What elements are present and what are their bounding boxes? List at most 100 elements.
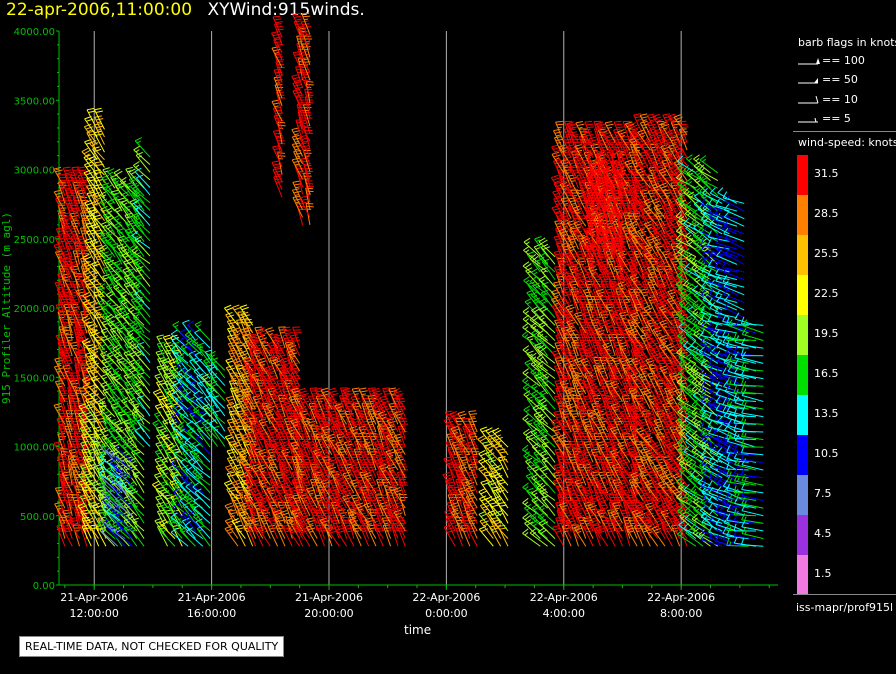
barb-shaft [76,191,88,212]
barb-full [200,412,208,418]
barb-shaft [171,435,183,456]
barb-full [255,392,264,396]
barb-half [103,185,108,189]
barb-half [100,523,105,527]
barb-full [169,479,177,483]
barb-half [236,333,241,336]
barb-full [60,321,69,323]
barb-shaft [112,409,130,425]
barb-full [101,441,109,446]
barb-shaft [211,397,226,417]
barb-full [86,206,94,210]
barb-half [135,317,140,321]
barb-shaft [186,340,204,357]
barb-half [137,277,142,281]
barb-full [177,383,185,389]
barb-half [87,129,92,133]
barb-shaft [155,352,169,372]
barb-half [105,447,110,452]
barb-shaft [131,504,145,524]
barb-full [89,433,97,436]
barb-full [132,311,140,315]
barb-full [113,168,121,174]
barb-full [64,265,72,268]
barb-shaft [70,464,81,486]
barb-shaft [130,375,145,395]
barb-shaft [75,336,88,357]
barb-shaft [86,208,98,229]
barb-full [179,412,187,417]
barb-shaft [70,205,81,227]
barb-shaft [80,212,88,235]
barb-half [290,348,295,351]
barb-full [128,175,136,181]
barb-full [83,154,91,158]
barb-full [152,480,160,486]
barb-shaft [81,518,92,539]
barb-full [114,320,122,325]
barb-shaft [196,383,211,402]
barb-full [63,184,72,187]
barb-full [105,184,113,190]
barb-full [186,527,193,532]
barb-shaft [84,414,100,433]
barb-shaft [201,377,218,394]
barb-shaft [57,205,66,227]
barb-full [105,313,113,319]
barb-full [353,458,361,461]
barb-full [82,292,90,297]
barb-half [102,489,107,493]
barb-shaft [195,476,211,494]
barb-half [116,513,121,517]
barb-half [294,163,300,166]
barb-full [64,354,72,358]
barb-shaft [87,503,100,524]
barb-full [64,260,72,263]
barb-half [117,270,122,273]
barb-shaft [120,408,138,425]
barb-full [133,145,141,151]
barb-shaft [101,477,119,494]
barb-full [115,527,123,533]
barb-full [293,160,301,163]
barb-half [114,409,119,413]
barb-half [294,133,299,136]
barb-shaft [229,494,239,516]
barb-full [84,256,92,261]
barb-full [76,488,84,491]
barb-full [128,267,136,273]
barb-half [115,339,120,343]
barb-full [276,28,284,31]
barb-half [103,178,108,181]
barb-shaft [62,183,73,204]
barb-full [290,334,298,337]
barb-shaft [57,311,66,334]
barb-full [166,442,174,448]
barb-shaft [70,304,81,326]
barb-half [261,363,266,366]
barb-shaft [68,450,80,471]
barb-shaft [55,335,66,356]
barb-full [60,447,68,450]
barb-shaft [105,294,123,311]
barb-shaft [132,416,151,432]
barb-half [274,52,279,54]
barb-half [97,342,102,344]
barb-full [291,74,299,77]
barb-shaft [92,194,105,214]
barb-full [123,373,131,377]
barb-half [309,424,314,427]
barb-shaft [58,410,66,433]
barb-full [120,435,128,441]
barb-shaft [115,447,133,463]
barb-shaft [120,294,138,311]
barb-full [120,450,128,455]
barb-half [87,266,92,270]
barb-shaft [114,262,130,280]
barb-full [98,244,106,250]
barb-full [196,373,204,377]
barb-shaft [80,442,92,463]
barb-shaft [124,207,138,227]
barb-shaft [169,449,189,463]
barb-shaft [62,259,73,280]
